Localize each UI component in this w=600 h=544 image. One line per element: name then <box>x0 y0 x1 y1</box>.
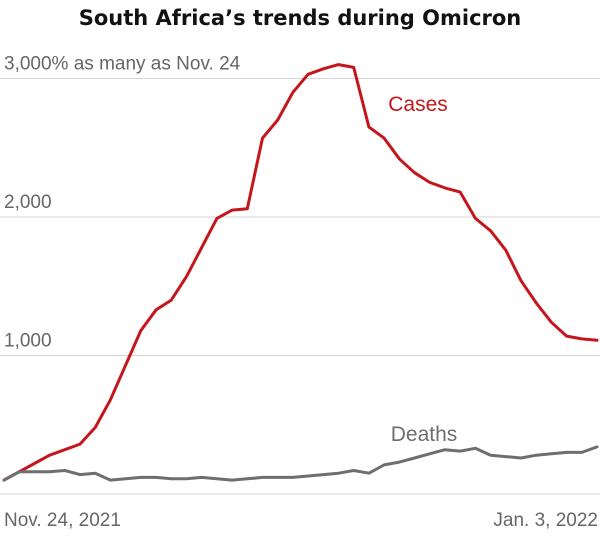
x-tick-label-end: Jan. 3, 2022 <box>493 510 598 531</box>
gridlines <box>0 78 600 495</box>
series-labels: Cases Deaths <box>388 93 457 446</box>
series-line-cases <box>2 63 599 482</box>
series-line-deaths <box>2 445 599 482</box>
y-tick-label-1000: 1,000 <box>4 331 52 352</box>
y-tick-label-2000: 2,000 <box>4 192 52 213</box>
y-tick-label-3000: 3,000% as many as Nov. 24 <box>4 54 241 75</box>
series-label-cases: Cases <box>388 93 448 116</box>
x-tick-label-start: Nov. 24, 2021 <box>4 510 121 531</box>
chart-title: South Africa’s trends during Omicron <box>79 6 522 30</box>
y-axis-tick-labels: 3,000% as many as Nov. 24 2,000 1,000 <box>4 54 241 352</box>
series-lines <box>2 63 599 482</box>
series-label-deaths: Deaths <box>391 423 458 446</box>
